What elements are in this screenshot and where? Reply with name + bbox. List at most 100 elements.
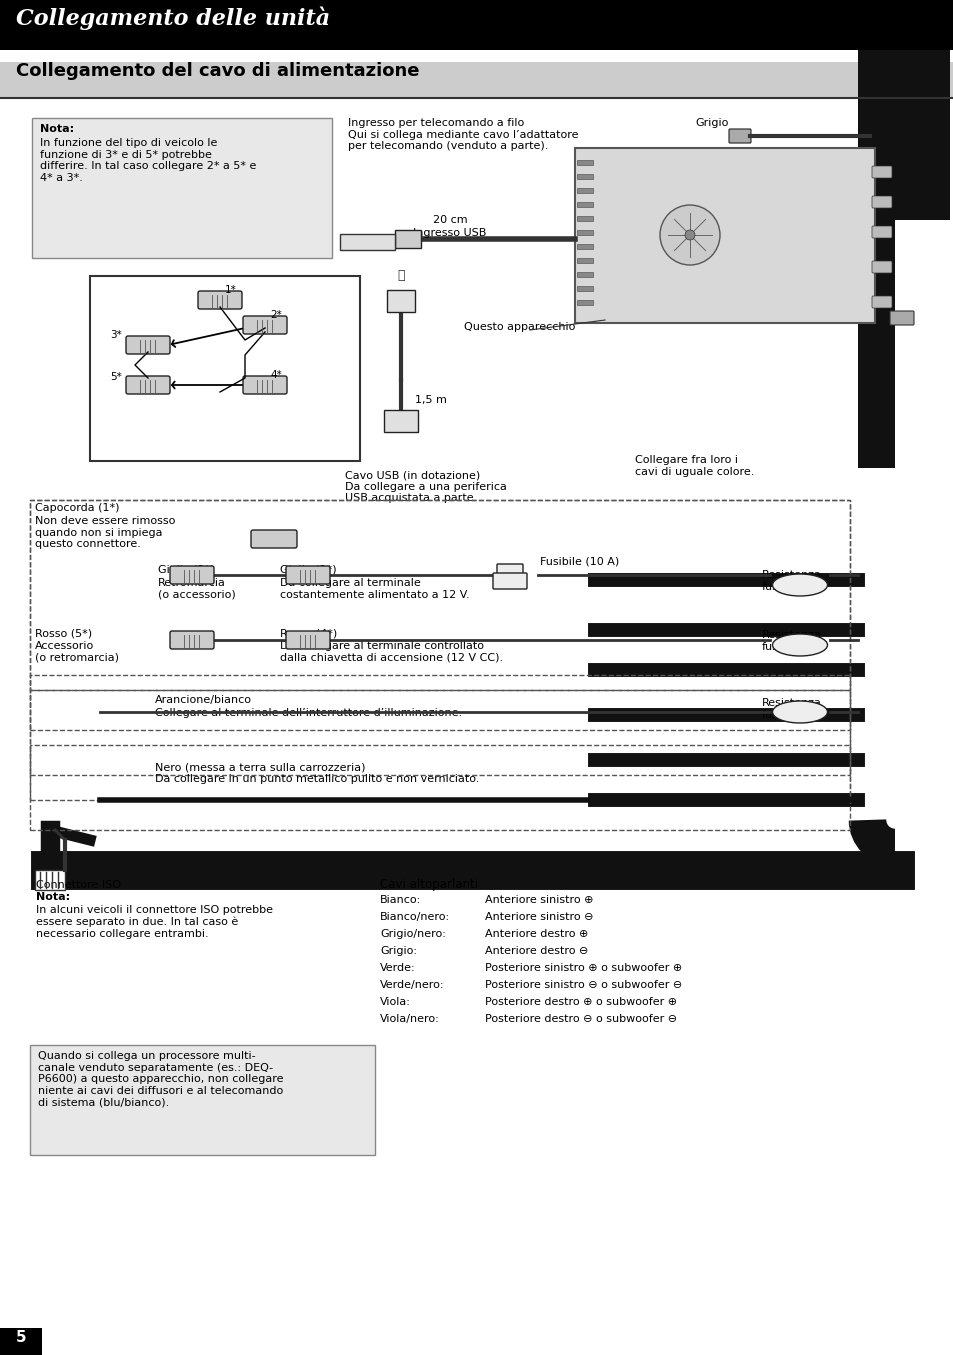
- Bar: [387, 290, 415, 312]
- Circle shape: [684, 230, 695, 240]
- Text: Retromarcia
(o accessorio): Retromarcia (o accessorio): [158, 579, 235, 600]
- Text: Posteriore sinistro ⊕ o subwoofer ⊕: Posteriore sinistro ⊕ o subwoofer ⊕: [484, 963, 681, 973]
- FancyBboxPatch shape: [243, 375, 287, 394]
- Text: Posteriore sinistro ⊖ o subwoofer ⊖: Posteriore sinistro ⊖ o subwoofer ⊖: [484, 980, 681, 991]
- Text: Ingresso USB: Ingresso USB: [413, 228, 486, 238]
- Circle shape: [659, 205, 720, 266]
- Bar: [577, 173, 593, 179]
- Text: Resistenza
fusibile: Resistenza fusibile: [761, 630, 821, 652]
- FancyBboxPatch shape: [728, 129, 750, 144]
- Text: 1,5 m: 1,5 m: [415, 396, 446, 405]
- Text: Da collegare al terminale
costantemente alimentato a 12 V.: Da collegare al terminale costantemente …: [280, 579, 469, 600]
- Text: Bianco:: Bianco:: [379, 896, 421, 905]
- Text: Rosso (5*): Rosso (5*): [35, 627, 92, 638]
- Bar: [577, 286, 593, 291]
- Bar: [35, 870, 65, 890]
- Text: Grigio/nero:: Grigio/nero:: [379, 930, 445, 939]
- Bar: [577, 160, 593, 165]
- Ellipse shape: [772, 634, 826, 656]
- Text: Da collegare al terminale controllato
dalla chiavetta di accensione (12 V CC).: Da collegare al terminale controllato da…: [280, 641, 502, 663]
- Text: 5*: 5*: [110, 373, 122, 382]
- Text: Posteriore destro ⊖ o subwoofer ⊖: Posteriore destro ⊖ o subwoofer ⊖: [484, 1014, 677, 1024]
- Bar: [395, 230, 420, 248]
- Text: Bianco/nero:: Bianco/nero:: [379, 912, 450, 921]
- Text: Collegare fra loro i
cavi di uguale colore.: Collegare fra loro i cavi di uguale colo…: [635, 455, 754, 477]
- Text: Giallo (2*): Giallo (2*): [280, 565, 336, 575]
- Bar: [577, 257, 593, 263]
- FancyBboxPatch shape: [889, 312, 913, 325]
- FancyBboxPatch shape: [871, 226, 891, 238]
- Text: In alcuni veicoli il connettore ISO potrebbe
essere separato in due. In tal caso: In alcuni veicoli il connettore ISO potr…: [36, 905, 273, 939]
- Text: Cavi altoparlanti: Cavi altoparlanti: [379, 878, 477, 892]
- Text: In funzione del tipo di veicolo le
funzione di 3* e di 5* potrebbe
differire. In: In funzione del tipo di veicolo le funzi…: [40, 138, 256, 183]
- Text: Resistenza
fusibile: Resistenza fusibile: [761, 698, 821, 720]
- Text: Anteriore destro ⊖: Anteriore destro ⊖: [484, 946, 588, 957]
- Bar: [894, 0, 949, 220]
- Text: 20 cm: 20 cm: [433, 215, 467, 225]
- Text: Collegamento del cavo di alimentazione: Collegamento del cavo di alimentazione: [16, 62, 419, 80]
- Bar: [577, 230, 593, 234]
- Text: Nota:: Nota:: [36, 892, 71, 902]
- Text: Posteriore destro ⊕ o subwoofer ⊕: Posteriore destro ⊕ o subwoofer ⊕: [484, 997, 677, 1007]
- FancyBboxPatch shape: [126, 375, 170, 394]
- Bar: [0, 0, 953, 50]
- FancyBboxPatch shape: [871, 262, 891, 272]
- FancyBboxPatch shape: [170, 566, 213, 584]
- FancyBboxPatch shape: [126, 336, 170, 354]
- Bar: [577, 215, 593, 221]
- Text: Capocorda (1*): Capocorda (1*): [35, 503, 119, 514]
- Text: Accessorio
(o retromarcia): Accessorio (o retromarcia): [35, 641, 119, 663]
- FancyBboxPatch shape: [170, 631, 213, 649]
- Text: 2*: 2*: [270, 310, 281, 320]
- Bar: [577, 244, 593, 249]
- FancyBboxPatch shape: [198, 291, 242, 309]
- Text: Nota:: Nota:: [40, 125, 74, 134]
- FancyBboxPatch shape: [871, 167, 891, 178]
- Text: 5: 5: [15, 1331, 27, 1346]
- Text: Connettore ISO: Connettore ISO: [36, 879, 121, 890]
- Text: Cavo USB (in dotazione)
Da collegare a una periferica
USB acquistata a parte.: Cavo USB (in dotazione) Da collegare a u…: [345, 470, 506, 503]
- Text: Verde:: Verde:: [379, 963, 416, 973]
- Bar: [384, 411, 417, 432]
- Bar: [575, 148, 874, 322]
- Text: Verde/nero:: Verde/nero:: [379, 980, 444, 991]
- FancyBboxPatch shape: [871, 295, 891, 308]
- Text: Ingresso per telecomando a filo
Qui si collega mediante cavo l’adattatore
per te: Ingresso per telecomando a filo Qui si c…: [348, 118, 578, 152]
- FancyBboxPatch shape: [871, 196, 891, 209]
- Bar: [577, 272, 593, 276]
- Circle shape: [594, 794, 605, 806]
- Text: Nero (messa a terra sulla carrozzeria)
Da collegare in un punto metallico pulito: Nero (messa a terra sulla carrozzeria) D…: [154, 762, 478, 783]
- FancyBboxPatch shape: [286, 566, 330, 584]
- Bar: [30, 1045, 375, 1154]
- FancyBboxPatch shape: [493, 573, 526, 589]
- Bar: [339, 234, 395, 251]
- Bar: [90, 276, 359, 461]
- Bar: [32, 118, 332, 257]
- Bar: [577, 188, 593, 192]
- Text: ⑂: ⑂: [396, 270, 404, 282]
- Bar: [0, 1328, 42, 1355]
- Text: Questo apparecchio: Questo apparecchio: [463, 322, 575, 332]
- Text: Fusibile (10 A): Fusibile (10 A): [539, 557, 618, 566]
- Bar: [577, 202, 593, 207]
- Text: Anteriore sinistro ⊕: Anteriore sinistro ⊕: [484, 896, 593, 905]
- Ellipse shape: [772, 701, 826, 724]
- FancyBboxPatch shape: [497, 564, 522, 585]
- Text: Resistenza
fusibile: Resistenza fusibile: [761, 570, 821, 592]
- Text: 3*: 3*: [110, 331, 122, 340]
- Text: Viola:: Viola:: [379, 997, 411, 1007]
- Bar: [0, 62, 953, 98]
- Text: Anteriore sinistro ⊖: Anteriore sinistro ⊖: [484, 912, 593, 921]
- Text: Arancione/bianco: Arancione/bianco: [154, 695, 252, 705]
- Text: Anteriore destro ⊕: Anteriore destro ⊕: [484, 930, 588, 939]
- Bar: [857, 0, 894, 467]
- Text: Non deve essere rimosso
quando non si impiega
questo connettore.: Non deve essere rimosso quando non si im…: [35, 516, 175, 549]
- FancyBboxPatch shape: [251, 530, 296, 547]
- FancyBboxPatch shape: [286, 631, 330, 649]
- Text: Grigio:: Grigio:: [379, 946, 416, 957]
- Text: 4*: 4*: [270, 370, 281, 379]
- Text: Quando si collega un processore multi-
canale venduto separatamente (es.: DEQ-
P: Quando si collega un processore multi- c…: [38, 1051, 283, 1107]
- Text: Collegamento delle unità: Collegamento delle unità: [16, 7, 330, 31]
- Text: 1*: 1*: [225, 285, 236, 295]
- Text: Grigio: Grigio: [695, 118, 727, 127]
